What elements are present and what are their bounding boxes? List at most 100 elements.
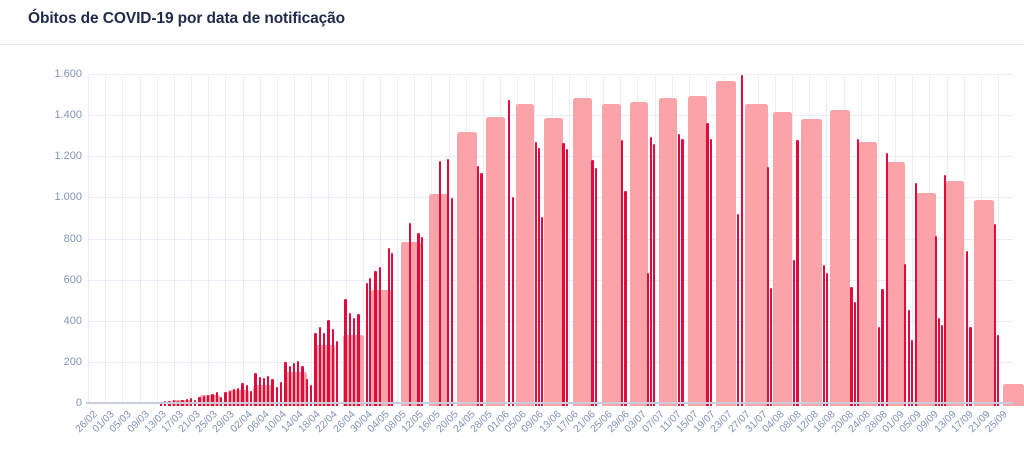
weekly-bar[interactable] [944, 180, 965, 406]
daily-bar[interactable] [850, 287, 853, 406]
daily-bar[interactable] [391, 253, 394, 406]
daily-bar[interactable] [420, 237, 424, 406]
daily-bar[interactable] [327, 319, 330, 406]
daily-bar[interactable] [944, 175, 947, 406]
daily-bar[interactable] [262, 377, 266, 406]
daily-bar[interactable] [993, 224, 997, 406]
weekly-bar[interactable] [401, 242, 421, 406]
daily-bar[interactable] [886, 153, 889, 406]
daily-bar[interactable] [297, 361, 300, 406]
weekly-bar[interactable] [199, 395, 220, 406]
daily-bar[interactable] [292, 363, 296, 406]
daily-bar[interactable] [388, 248, 391, 406]
daily-bar[interactable] [881, 289, 884, 406]
daily-bar[interactable] [938, 318, 941, 406]
daily-bar[interactable] [224, 392, 227, 406]
daily-bar[interactable] [357, 314, 360, 406]
daily-bar[interactable] [271, 378, 274, 406]
daily-bar[interactable] [374, 271, 377, 406]
daily-bar[interactable] [348, 312, 351, 406]
daily-bar[interactable] [877, 326, 881, 406]
weekly-bar[interactable] [428, 194, 449, 406]
daily-bar[interactable] [766, 167, 770, 406]
daily-bar[interactable] [825, 273, 828, 406]
daily-bar[interactable] [677, 134, 681, 406]
daily-bar[interactable] [853, 302, 857, 406]
daily-bar[interactable] [275, 387, 279, 406]
weekly-bar[interactable] [716, 81, 737, 406]
daily-bar[interactable] [331, 329, 334, 406]
daily-bar[interactable] [796, 140, 799, 406]
daily-bar[interactable] [159, 402, 163, 406]
daily-bar[interactable] [305, 378, 309, 406]
weekly-bar[interactable] [687, 96, 707, 406]
daily-bar[interactable] [996, 334, 1000, 406]
weekly-bar[interactable] [886, 162, 905, 406]
daily-bar[interactable] [267, 375, 270, 406]
daily-bar[interactable] [450, 198, 454, 406]
daily-bar[interactable] [647, 273, 650, 406]
daily-bar[interactable] [189, 397, 193, 406]
daily-bar[interactable] [284, 361, 287, 406]
daily-bar[interactable] [562, 142, 565, 406]
daily-bar[interactable] [318, 326, 321, 406]
daily-bar[interactable] [706, 122, 709, 406]
weekly-bar[interactable] [1003, 383, 1024, 406]
daily-bar[interactable] [620, 140, 624, 406]
weekly-bar[interactable] [857, 141, 877, 406]
daily-bar[interactable] [368, 278, 372, 406]
daily-bar[interactable] [741, 75, 744, 406]
daily-bar[interactable] [288, 365, 291, 406]
daily-bar[interactable] [335, 341, 339, 406]
daily-bar[interactable] [301, 366, 304, 406]
weekly-bar[interactable] [744, 104, 768, 406]
daily-bar[interactable] [254, 373, 257, 406]
daily-bar[interactable] [910, 340, 913, 406]
daily-bar[interactable] [904, 264, 907, 406]
daily-bar[interactable] [822, 265, 825, 406]
daily-bar[interactable] [537, 148, 540, 406]
daily-bar[interactable] [965, 251, 969, 406]
daily-bar[interactable] [652, 143, 655, 406]
weekly-bar[interactable] [457, 132, 478, 406]
weekly-bar[interactable] [916, 193, 936, 406]
daily-bar[interactable] [769, 288, 773, 406]
daily-bar[interactable] [280, 382, 283, 406]
daily-bar[interactable] [249, 390, 253, 406]
weekly-bar[interactable] [773, 112, 792, 406]
daily-bar[interactable] [198, 396, 201, 406]
daily-bar[interactable] [941, 325, 944, 406]
daily-bar[interactable] [241, 383, 244, 406]
daily-bar[interactable] [232, 389, 236, 406]
daily-bar[interactable] [215, 391, 218, 406]
daily-bar[interactable] [438, 161, 442, 406]
weekly-bar[interactable] [629, 101, 648, 406]
weekly-bar[interactable] [485, 117, 505, 406]
weekly-bar[interactable] [543, 118, 563, 406]
daily-bar[interactable] [446, 159, 449, 406]
daily-bar[interactable] [540, 216, 543, 406]
daily-bar[interactable] [365, 282, 369, 406]
daily-bar[interactable] [681, 139, 684, 406]
daily-bar[interactable] [378, 267, 382, 406]
daily-bar[interactable] [417, 232, 420, 406]
daily-bar[interactable] [344, 299, 347, 406]
daily-bar[interactable] [476, 166, 479, 406]
weekly-bar[interactable] [601, 104, 621, 406]
daily-bar[interactable] [258, 376, 261, 406]
daily-bar[interactable] [511, 197, 515, 406]
daily-bar[interactable] [219, 396, 223, 406]
daily-bar[interactable] [211, 393, 214, 406]
daily-bar[interactable] [624, 191, 627, 406]
daily-bar[interactable] [310, 384, 313, 406]
weekly-bar[interactable] [830, 110, 850, 406]
daily-bar[interactable] [228, 391, 231, 406]
daily-bar[interactable] [914, 183, 918, 406]
daily-bar[interactable] [969, 326, 972, 406]
daily-bar[interactable] [856, 138, 860, 406]
daily-bar[interactable] [534, 141, 537, 406]
daily-bar[interactable] [202, 396, 206, 406]
daily-bar[interactable] [934, 236, 937, 406]
daily-bar[interactable] [907, 310, 910, 406]
weekly-bar[interactable] [658, 98, 677, 406]
